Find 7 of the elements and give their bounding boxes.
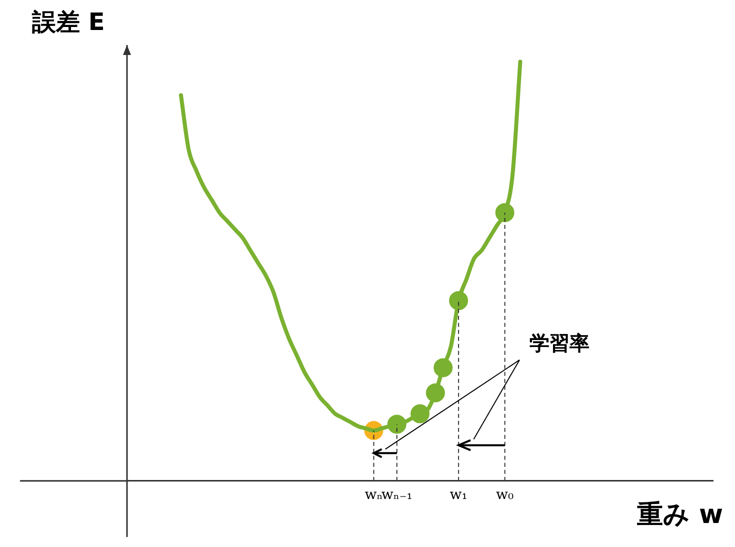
x-tick-label: w₁ bbox=[450, 486, 468, 503]
x-tick-label: wₙ₋₁ bbox=[381, 486, 412, 503]
annotation: 学習率 bbox=[530, 330, 590, 357]
x-axis-title: 重み w bbox=[636, 498, 723, 532]
y-axis-title: 誤差 E bbox=[32, 7, 105, 38]
x-tick-label: wₙ bbox=[364, 486, 383, 503]
x-tick-label: w₀ bbox=[496, 486, 514, 503]
